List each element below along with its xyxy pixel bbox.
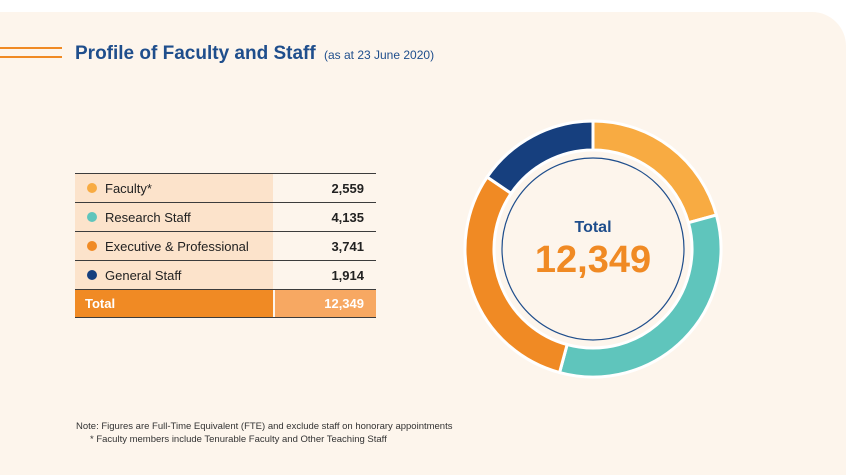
total-value: 12,349 <box>275 290 376 317</box>
staff-table: Faculty* 2,559 Research Staff 4,135 Exec… <box>75 173 376 318</box>
row-value: 1,914 <box>331 267 364 283</box>
note-line-2: * Faculty members include Tenurable Facu… <box>90 434 387 445</box>
row-value: 4,135 <box>331 209 364 225</box>
donut-slice-general-staff <box>485 119 595 196</box>
row-value: 3,741 <box>331 238 364 254</box>
legend-dot-general <box>87 270 97 280</box>
donut-chart: Total 12,349 <box>463 119 723 379</box>
legend-dot-faculty <box>87 183 97 193</box>
note-line-1: Note: Figures are Full-Time Equivalent (… <box>76 421 453 432</box>
footnote: Note: Figures are Full-Time Equivalent (… <box>76 420 452 446</box>
row-label: Research Staff <box>105 209 191 225</box>
row-label-cell: General Staff <box>75 261 275 289</box>
table-row: Faculty* 2,559 <box>75 173 376 202</box>
table-total-row: Total 12,349 <box>75 289 376 318</box>
row-value: 2,559 <box>331 180 364 196</box>
total-label: Total <box>75 290 275 317</box>
center-label: Total <box>574 219 611 236</box>
legend-dot-executive <box>87 241 97 251</box>
page-title: Profile of Faculty and Staff (as at 23 J… <box>75 43 434 65</box>
row-label: Executive & Professional <box>105 238 249 254</box>
row-label: General Staff <box>105 267 182 283</box>
title-decoration <box>0 47 62 58</box>
table-row: Research Staff 4,135 <box>75 202 376 231</box>
inner-ring <box>501 157 685 341</box>
row-label-cell: Research Staff <box>75 203 275 231</box>
legend-dot-research <box>87 212 97 222</box>
title-date: (as at 23 June 2020) <box>323 48 435 62</box>
profile-card: Profile of Faculty and Staff (as at 23 J… <box>0 12 846 475</box>
donut-slices <box>463 119 723 379</box>
donut-slice-faculty <box>591 119 719 225</box>
table-row: General Staff 1,914 <box>75 260 376 289</box>
row-label: Faculty* <box>105 180 152 196</box>
table-row: Executive & Professional 3,741 <box>75 231 376 260</box>
row-label-cell: Executive & Professional <box>75 232 275 260</box>
row-label-cell: Faculty* <box>75 174 275 202</box>
center-total: 12,349 <box>535 239 651 281</box>
title-text: Profile of Faculty and Staff <box>75 43 316 64</box>
